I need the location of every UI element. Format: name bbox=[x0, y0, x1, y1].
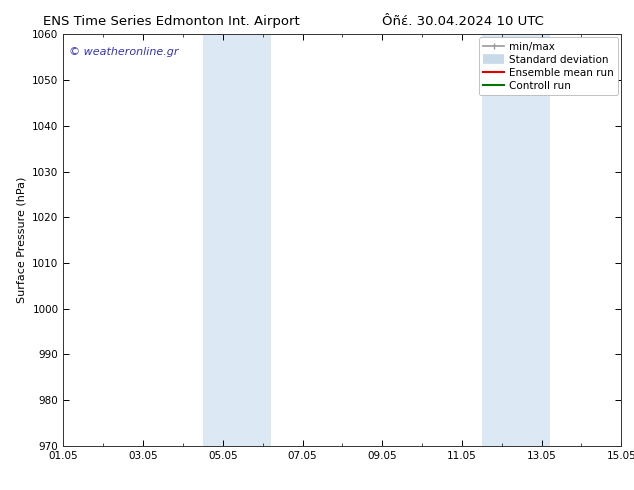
Y-axis label: Surface Pressure (hPa): Surface Pressure (hPa) bbox=[16, 177, 27, 303]
Bar bbox=[203, 34, 271, 446]
Text: © weatheronline.gr: © weatheronline.gr bbox=[69, 47, 179, 57]
Legend: min/max, Standard deviation, Ensemble mean run, Controll run: min/max, Standard deviation, Ensemble me… bbox=[479, 37, 618, 95]
Text: Ôñέ. 30.04.2024 10 UTC: Ôñέ. 30.04.2024 10 UTC bbox=[382, 15, 544, 28]
Text: ENS Time Series Edmonton Int. Airport: ENS Time Series Edmonton Int. Airport bbox=[43, 15, 299, 28]
Bar bbox=[482, 34, 550, 446]
